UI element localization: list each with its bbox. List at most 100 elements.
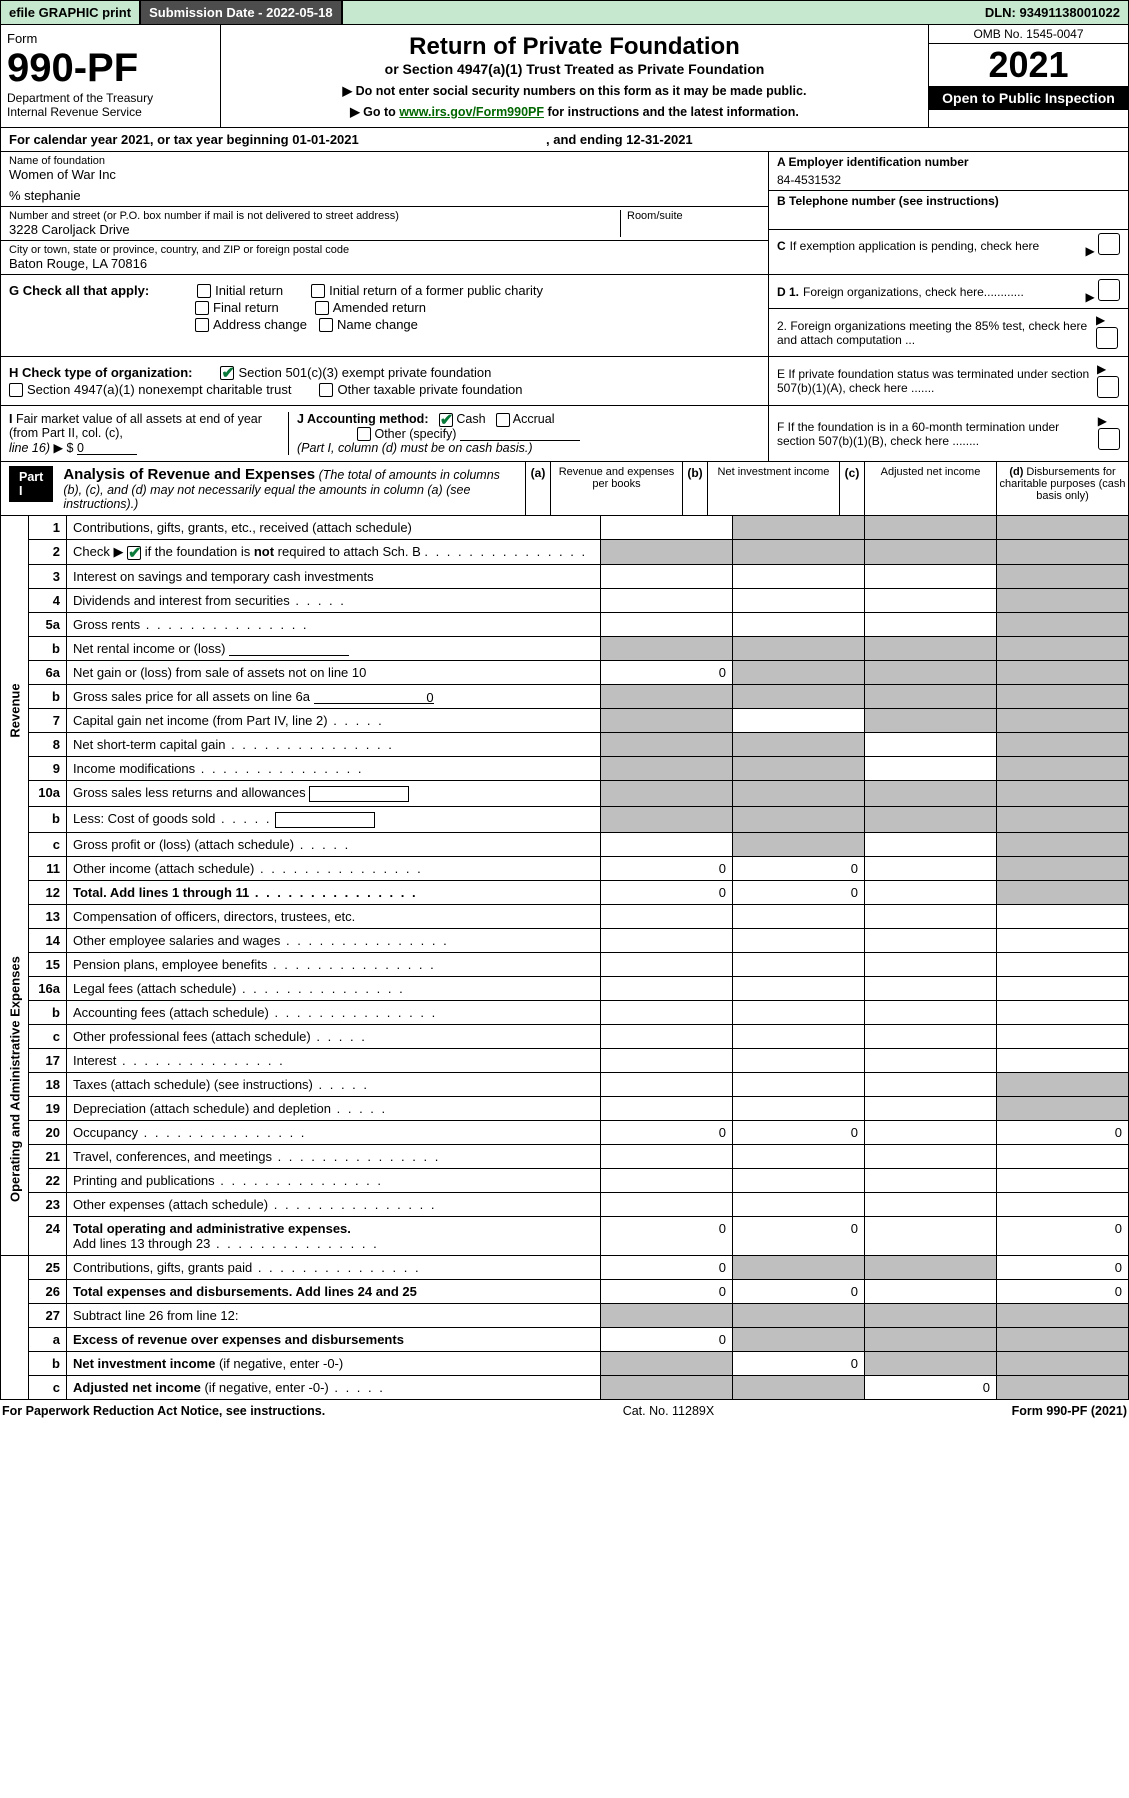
ein-label: A Employer identification number (777, 155, 1120, 169)
revenue-vlabel: Revenue (1, 516, 29, 904)
table-row: 11Other income (attach schedule)00 (1, 856, 1129, 880)
table-row: 19Depreciation (attach schedule) and dep… (1, 1096, 1129, 1120)
omb-number: OMB No. 1545-0047 (929, 25, 1128, 44)
g-initial-former-checkbox[interactable] (311, 284, 325, 298)
foundation-name: Women of War Inc (9, 167, 760, 182)
address-cell: Number and street (or P.O. box number if… (1, 207, 768, 241)
j-other-checkbox[interactable] (357, 427, 371, 441)
form-note-1: ▶ Do not enter social security numbers o… (241, 83, 908, 98)
table-row: 7Capital gain net income (from Part IV, … (1, 709, 1129, 733)
header-left: Form 990-PF Department of the Treasury I… (1, 25, 221, 127)
d2-text: 2. Foreign organizations meeting the 85%… (777, 319, 1090, 347)
schb-checkbox[interactable] (127, 546, 141, 560)
table-row: bNet investment income (if negative, ent… (1, 1351, 1129, 1375)
col-a-tag: (a) (525, 462, 550, 515)
irs-link[interactable]: www.irs.gov/Form990PF (399, 105, 544, 119)
table-row: 16aLegal fees (attach schedule) (1, 976, 1129, 1000)
table-row: 27Subtract line 26 from line 12: (1, 1303, 1129, 1327)
e-text: E If private foundation status was termi… (777, 367, 1091, 395)
table-row: bLess: Cost of goods sold (1, 806, 1129, 832)
g-address-change-checkbox[interactable] (195, 318, 209, 332)
table-row: Revenue 1 Contributions, gifts, grants, … (1, 516, 1129, 540)
table-row: bGross sales price for all assets on lin… (1, 685, 1129, 709)
table-row: 9Income modifications (1, 757, 1129, 781)
efile-top-bar: efile GRAPHIC print Submission Date - 20… (0, 0, 1129, 25)
d1-text: Foreign organizations, check here.......… (803, 285, 1024, 299)
table-row: cGross profit or (loss) (attach schedule… (1, 832, 1129, 856)
i-j-f-block: I Fair market value of all assets at end… (0, 406, 1129, 462)
table-row: 4Dividends and interest from securities (1, 589, 1129, 613)
phone-label: B Telephone number (see instructions) (777, 194, 1120, 208)
table-row: bAccounting fees (attach schedule) (1, 1000, 1129, 1024)
j-accrual: Accrual (513, 412, 555, 426)
irs-label: Internal Revenue Service (7, 105, 214, 119)
col-d-header: (d) Disbursements for charitable purpose… (996, 462, 1128, 515)
table-row: 25Contributions, gifts, grants paid00 (1, 1255, 1129, 1279)
j-label: J Accounting method: (297, 412, 428, 426)
j-cash-checkbox[interactable] (439, 413, 453, 427)
g-opt-4: Address change (213, 317, 307, 332)
table-row: 14Other employee salaries and wages (1, 928, 1129, 952)
g-opt-0: Initial return (215, 283, 283, 298)
form-title: Return of Private Foundation (241, 33, 908, 61)
table-row: 8Net short-term capital gain (1, 733, 1129, 757)
table-row: aExcess of revenue over expenses and dis… (1, 1327, 1129, 1351)
form-header: Form 990-PF Department of the Treasury I… (0, 25, 1129, 128)
h-opt-2: Section 4947(a)(1) nonexempt charitable … (27, 382, 291, 397)
opex-vlabel: Operating and Administrative Expenses (1, 904, 29, 1255)
table-row: 10aGross sales less returns and allowanc… (1, 781, 1129, 807)
table-row: 2 Check ▶ if the foundation is not requi… (1, 540, 1129, 565)
g-amended-checkbox[interactable] (315, 301, 329, 315)
g-checks: G Check all that apply: Initial return I… (1, 275, 768, 356)
h-501c3-checkbox[interactable] (220, 366, 234, 380)
table-row: cAdjusted net income (if negative, enter… (1, 1375, 1129, 1399)
tax-year: 2021 (929, 44, 1128, 86)
table-row: 15Pension plans, employee benefits (1, 952, 1129, 976)
form-number: 990-PF (7, 46, 214, 91)
ein-value: 84-4531532 (777, 173, 1120, 187)
g-initial-return-checkbox[interactable] (197, 284, 211, 298)
name-label: Name of foundation (9, 155, 760, 167)
g-name-change-checkbox[interactable] (319, 318, 333, 332)
c-text: If exemption application is pending, che… (790, 239, 1040, 253)
g-opt-2: Final return (213, 300, 279, 315)
h-4947-checkbox[interactable] (9, 383, 23, 397)
table-row: 6aNet gain or (loss) from sale of assets… (1, 661, 1129, 685)
foundation-name-cell: Name of foundation Women of War Inc % st… (1, 152, 768, 207)
g-final-return-checkbox[interactable] (195, 301, 209, 315)
cal-end: 12-31-2021 (626, 132, 693, 147)
col-c-header: Adjusted net income (864, 462, 996, 515)
h-opt-3: Other taxable private foundation (337, 382, 522, 397)
g-opt-5: Name change (337, 317, 418, 332)
part1-title: Analysis of Revenue and Expenses (63, 466, 315, 483)
footer-left: For Paperwork Reduction Act Notice, see … (2, 1404, 325, 1418)
g-d-block: G Check all that apply: Initial return I… (0, 275, 1129, 357)
table-row: 12Total. Add lines 1 through 1100 (1, 880, 1129, 904)
ein-cell: A Employer identification number 84-4531… (769, 152, 1128, 191)
d2-checkbox[interactable] (1096, 327, 1118, 349)
table-row: bNet rental income or (loss) (1, 637, 1129, 661)
part1-tag: Part I (9, 466, 53, 502)
cal-begin: 01-01-2021 (292, 132, 359, 147)
addr-label: Number and street (or P.O. box number if… (9, 210, 620, 222)
d1-checkbox[interactable] (1098, 279, 1120, 301)
g-label: G Check all that apply: (9, 283, 149, 298)
exemption-pending-cell: CIf exemption application is pending, ch… (769, 230, 1128, 261)
h-e-block: H Check type of organization: Section 50… (0, 357, 1129, 406)
header-right: OMB No. 1545-0047 2021 Open to Public In… (928, 25, 1128, 127)
table-row: 24Total operating and administrative exp… (1, 1216, 1129, 1255)
form-note-2: ▶ Go to www.irs.gov/Form990PF for instru… (241, 104, 908, 119)
room-label: Room/suite (627, 210, 760, 222)
j-accrual-checkbox[interactable] (496, 413, 510, 427)
city-cell: City or town, state or province, country… (1, 241, 768, 274)
f-checkbox[interactable] (1098, 428, 1120, 450)
h-other-taxable-checkbox[interactable] (319, 383, 333, 397)
c-checkbox[interactable] (1098, 233, 1120, 255)
table-row: 3Interest on savings and temporary cash … (1, 565, 1129, 589)
e-checkbox[interactable] (1097, 376, 1119, 398)
h-checks: H Check type of organization: Section 50… (1, 357, 768, 405)
cal-mid: , and ending (546, 132, 626, 147)
treasury-dept: Department of the Treasury (7, 91, 214, 105)
footer-mid: Cat. No. 11289X (623, 1404, 715, 1418)
g-opt-1: Initial return of a former public charit… (329, 283, 543, 298)
